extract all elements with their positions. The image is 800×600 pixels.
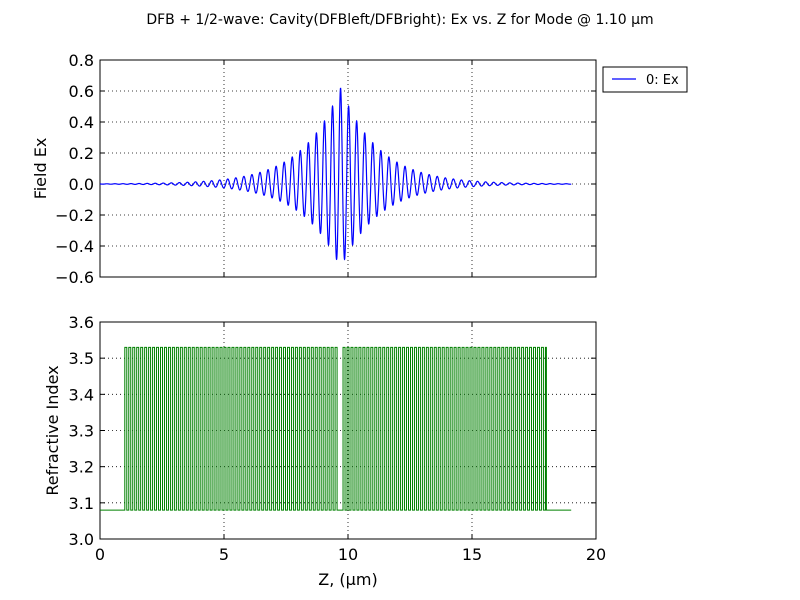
refractive-index-ytick-label: 3.4 (69, 385, 94, 404)
refractive-index-xtick-label: 20 (586, 545, 606, 564)
field-ex-ytick-label: 0.2 (69, 144, 94, 163)
refractive-index-tick-labels: 0 5 10 15 20 3.0 3.1 3.2 3.3 3.4 3.5 3.6 (69, 313, 607, 564)
field-ex-ytick-label: −0.6 (55, 268, 94, 287)
refractive-index-ytick-label: 3.6 (69, 313, 94, 332)
field-ex-ytick-label: 0.4 (69, 113, 94, 132)
refractive-index-xtick-label: 5 (219, 545, 229, 564)
refractive-index-ytick-label: 3.2 (69, 458, 94, 477)
figure-title: DFB + 1/2-wave: Cavity(DFBleft/DFBright)… (146, 12, 653, 28)
field-ex-ylabel: Field Ex (31, 138, 50, 200)
refractive-index-xtick-label: 15 (462, 545, 482, 564)
z-axis-xlabel: Z, (μm) (318, 570, 377, 589)
refractive-index-ylabel: Refractive Index (43, 365, 62, 495)
field-ex-ytick-label: −0.4 (55, 237, 94, 256)
legend: 0: Ex (602, 66, 688, 93)
refractive-index-series-line (99, 346, 572, 511)
refractive-index-xtick-label: 10 (338, 545, 358, 564)
field-ex-ytick-label: −0.2 (55, 206, 94, 225)
refractive-index-ytick-label: 3.5 (69, 349, 94, 368)
refractive-index-ytick-label: 3.0 (69, 530, 94, 549)
refractive-index-xtick-label: 0 (95, 545, 105, 564)
refractive-index-ytick-label: 3.1 (69, 494, 94, 513)
field-ex-ytick-label: 0.6 (69, 82, 94, 101)
field-ex-ytick-label: 0.0 (69, 175, 94, 194)
refractive-index-ytick-label: 3.3 (69, 422, 94, 441)
legend-entry-ex: 0: Ex (646, 73, 679, 88)
field-ex-panel: −0.6 −0.4 −0.2 0.0 0.2 0.4 0.6 0.8 Field Ex (31, 51, 597, 287)
refractive-index-panel: 0 5 10 15 20 3.0 3.1 3.2 3.3 3.4 3.5 3.6 Refractive… (43, 313, 606, 589)
field-ex-ytick-label: 0.8 (69, 51, 94, 70)
field-ex-series-line (99, 87, 572, 261)
field-ex-tick-labels: −0.6 −0.4 −0.2 0.0 0.2 0.4 0.6 0.8 (55, 51, 94, 287)
